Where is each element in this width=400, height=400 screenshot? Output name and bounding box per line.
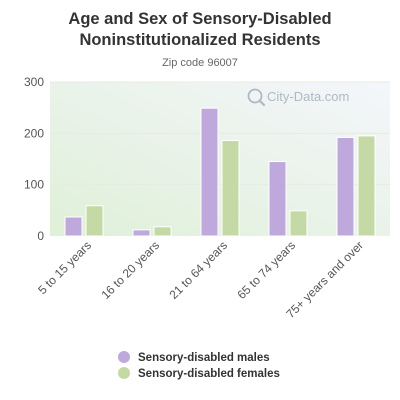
legend-swatch bbox=[118, 367, 130, 379]
legend-label: Sensory-disabled females bbox=[138, 368, 280, 380]
chart-title-line-1: Age and Sex of Sensory-Disabled bbox=[68, 10, 331, 28]
y-tick-label: 300 bbox=[24, 75, 44, 89]
bar-males bbox=[200, 107, 219, 237]
x-tick-label: 5 to 15 years bbox=[35, 238, 94, 297]
y-tick-label: 200 bbox=[24, 126, 44, 140]
gridlines bbox=[50, 81, 390, 186]
x-tick-label: 16 to 20 years bbox=[98, 238, 162, 302]
chart-subtitle: Zip code 96007 bbox=[162, 57, 238, 69]
bar-females bbox=[221, 140, 240, 237]
y-tick-label: 100 bbox=[24, 178, 44, 192]
y-tick-label: 0 bbox=[37, 229, 44, 243]
legend-swatch bbox=[118, 351, 130, 363]
bars bbox=[64, 107, 376, 237]
watermark-search-icon bbox=[247, 88, 266, 107]
watermark: City-Data.com bbox=[247, 88, 349, 107]
bar-females bbox=[153, 226, 172, 237]
bar-males bbox=[132, 229, 151, 237]
x-tick-label: 75+ years and over bbox=[283, 238, 366, 321]
x-tick-label: 21 to 64 years bbox=[166, 238, 230, 302]
legend: Sensory-disabled males Sensory-disabled f… bbox=[118, 351, 280, 380]
watermark-text: City-Data.com bbox=[267, 89, 349, 104]
bar-males bbox=[64, 216, 83, 237]
y-axis-ticks: 0 100 200 300 bbox=[24, 75, 44, 243]
chart-title-line-2: Noninstitutionalized Residents bbox=[79, 31, 320, 49]
legend-label: Sensory-disabled males bbox=[138, 352, 270, 364]
bar-females bbox=[289, 210, 308, 237]
bar-females bbox=[357, 135, 376, 237]
bar-males bbox=[268, 161, 287, 237]
bar-females bbox=[85, 205, 104, 237]
x-tick-label: 65 to 74 years bbox=[234, 238, 298, 302]
x-axis-ticks: 5 to 15 years 16 to 20 years 21 to 64 year… bbox=[35, 238, 366, 321]
plot-area bbox=[50, 82, 390, 236]
bar-males bbox=[336, 136, 355, 237]
